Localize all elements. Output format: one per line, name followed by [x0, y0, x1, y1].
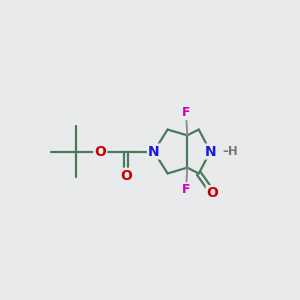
Text: F: F: [182, 183, 190, 196]
Text: N: N: [205, 145, 216, 158]
Text: –H: –H: [222, 145, 238, 158]
Text: F: F: [182, 106, 190, 119]
Text: O: O: [120, 169, 132, 183]
Text: O: O: [94, 145, 106, 158]
Text: N: N: [148, 145, 160, 158]
Text: O: O: [207, 186, 219, 200]
